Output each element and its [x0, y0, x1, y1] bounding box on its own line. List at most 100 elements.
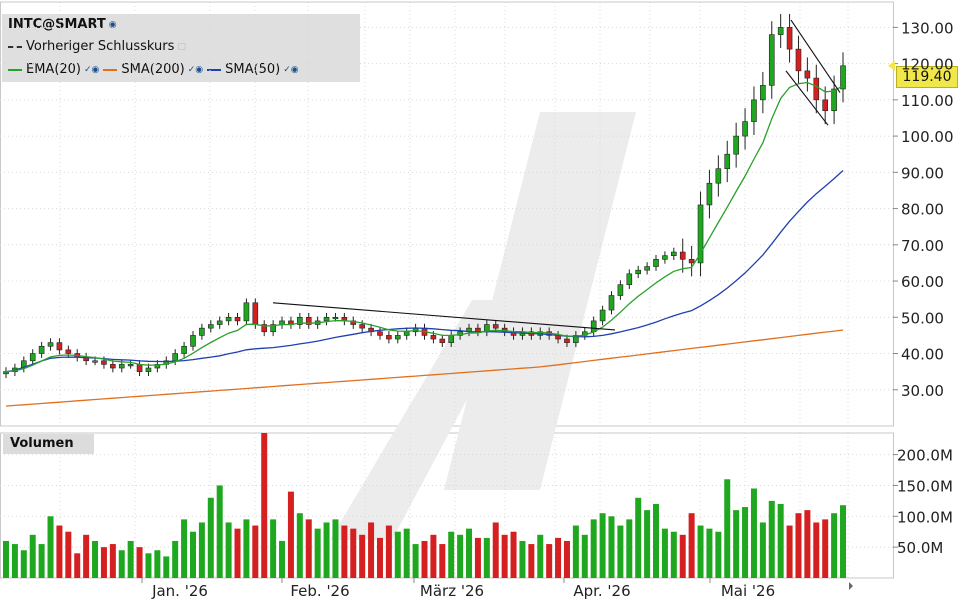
volume-bar-up [47, 516, 54, 578]
volume-tick-label: 100.0M [897, 508, 953, 526]
volume-bar-down [136, 547, 143, 578]
globe-icon[interactable]: ◉ [108, 19, 117, 30]
volume-bar-down [385, 525, 392, 578]
ema-label[interactable]: EMA(20) [26, 62, 82, 77]
volume-bar-up [483, 537, 490, 578]
candle-up [225, 316, 232, 322]
candle-up [207, 324, 214, 329]
sma50-line [5, 170, 844, 373]
volume-bar-down [287, 491, 294, 578]
candle-up [394, 335, 401, 340]
candles-group [3, 13, 846, 379]
volume-bar-up [127, 540, 134, 578]
candle-down [110, 364, 116, 369]
volume-bar-down [795, 513, 802, 578]
volume-bar-up [118, 550, 125, 578]
volume-bar-down [100, 547, 107, 578]
candle-down [252, 302, 259, 325]
volume-bar-down [679, 534, 686, 578]
volume-bar-up [20, 550, 27, 578]
candle-down [65, 349, 72, 354]
candle-down [305, 316, 312, 325]
legend-previous-close-row[interactable]: Vorheriger Schlusskurs □ [8, 39, 186, 54]
volume-bar-up [831, 513, 838, 578]
volume-bar-up [207, 497, 214, 578]
volume-bar-up [92, 540, 99, 578]
legend-indicators-row: EMA(20) ✓◉ SMA(200) ✓◉ SMA(50) ✓◉ [8, 62, 299, 77]
candle-down [377, 331, 383, 336]
sma200-label[interactable]: SMA(200) [121, 62, 185, 77]
volume-bar-up [198, 522, 205, 578]
candle-up [448, 335, 455, 343]
volume-bar-down [688, 513, 695, 578]
candle-up [590, 320, 597, 333]
settings-icon[interactable]: ✓◉ [283, 64, 299, 75]
candle-down [101, 360, 107, 365]
volume-bar-down [501, 534, 508, 578]
volume-bar-up [750, 488, 757, 578]
price-tick-label: 90.00 [901, 164, 944, 182]
volume-bar-up [590, 519, 597, 578]
candle-up [270, 324, 276, 333]
volume-bar-up [617, 525, 624, 578]
volume-bar-up [724, 479, 731, 578]
volume-bar-up [581, 534, 588, 578]
candle-down [430, 335, 437, 340]
volume-bar-up [216, 485, 223, 578]
volume-bar-down [83, 534, 90, 578]
candle-up [662, 255, 668, 260]
price-tick-label: 40.00 [901, 346, 944, 364]
volume-bar-down [350, 528, 357, 578]
volume-bar-up [243, 519, 250, 578]
candle-up [653, 258, 659, 267]
volume-bar-up [715, 531, 722, 578]
volume-bar-down [555, 537, 562, 578]
volume-tick-label: 50.0M [897, 539, 943, 557]
candle-down [679, 251, 686, 260]
volume-bar-up [412, 544, 419, 578]
volume-bar-up [38, 544, 45, 578]
volume-bar-up [777, 503, 784, 578]
volume-bar-up [706, 528, 713, 578]
trendline-flag-top [790, 19, 841, 93]
volume-bar-down [341, 525, 348, 578]
volume-bar-up [189, 531, 196, 578]
volume-bar-up [394, 531, 401, 578]
volume-bar-up [181, 519, 188, 578]
settings-icon[interactable]: ✓◉ [187, 64, 204, 75]
volume-bar-down [421, 540, 428, 578]
volume-bar-down [563, 540, 570, 578]
volume-bar-up [626, 519, 633, 578]
volume-bar-down [804, 510, 811, 578]
candle-down [439, 338, 446, 343]
sma50-label[interactable]: SMA(50) [225, 62, 281, 77]
volume-tick-label: 200.0M [897, 447, 953, 465]
symbol-label: INTC@SMART [8, 17, 106, 32]
volume-bar-down [56, 525, 63, 578]
candle-down [564, 338, 570, 343]
candle-up [724, 153, 731, 170]
volume-bar-down [359, 534, 366, 578]
x-tick-label: Mai '26 [721, 582, 775, 600]
watermark-logo [330, 112, 636, 540]
volume-bar-up [733, 510, 740, 578]
checkbox-icon[interactable]: □ [177, 41, 186, 52]
candle-up [608, 295, 615, 311]
candle-up [777, 27, 784, 35]
volume-bar-up [537, 534, 544, 578]
volume-bar-up [635, 497, 642, 578]
last-price-tag: 119.40 [896, 66, 958, 88]
volume-bar-up [314, 528, 321, 578]
previous-close-label: Vorheriger Schlusskurs [26, 39, 175, 54]
legend-symbol-row[interactable]: INTC@SMART ◉ [8, 17, 117, 32]
settings-icon[interactable]: ✓◉ [84, 64, 100, 75]
candle-up [671, 251, 677, 256]
volume-tick-label: 150.0M [897, 477, 953, 495]
sma200-line [5, 329, 844, 407]
volume-bar-up [448, 531, 455, 578]
price-tick-label: 130.00 [901, 19, 954, 37]
candle-up [840, 65, 846, 90]
volume-bar-up [270, 519, 277, 578]
volume-bar-down [376, 537, 383, 578]
